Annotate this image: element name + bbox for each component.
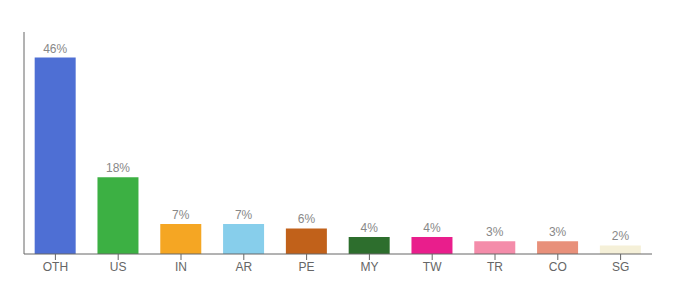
svg-text:PE: PE (299, 260, 315, 274)
svg-text:CO: CO (549, 260, 567, 274)
svg-text:MY: MY (360, 260, 378, 274)
svg-text:4%: 4% (361, 221, 379, 235)
svg-text:IN: IN (175, 260, 187, 274)
svg-text:46%: 46% (43, 42, 67, 56)
svg-text:7%: 7% (172, 208, 190, 222)
svg-text:TW: TW (423, 260, 442, 274)
svg-text:3%: 3% (486, 225, 504, 239)
svg-text:OTH: OTH (43, 260, 68, 274)
svg-text:2%: 2% (612, 229, 630, 243)
svg-text:SG: SG (612, 260, 629, 274)
svg-text:4%: 4% (423, 221, 441, 235)
svg-text:18%: 18% (106, 161, 130, 175)
svg-text:3%: 3% (549, 225, 567, 239)
svg-text:US: US (110, 260, 127, 274)
svg-text:AR: AR (235, 260, 252, 274)
svg-text:TR: TR (487, 260, 503, 274)
svg-text:7%: 7% (235, 208, 253, 222)
svg-text:6%: 6% (298, 212, 316, 226)
